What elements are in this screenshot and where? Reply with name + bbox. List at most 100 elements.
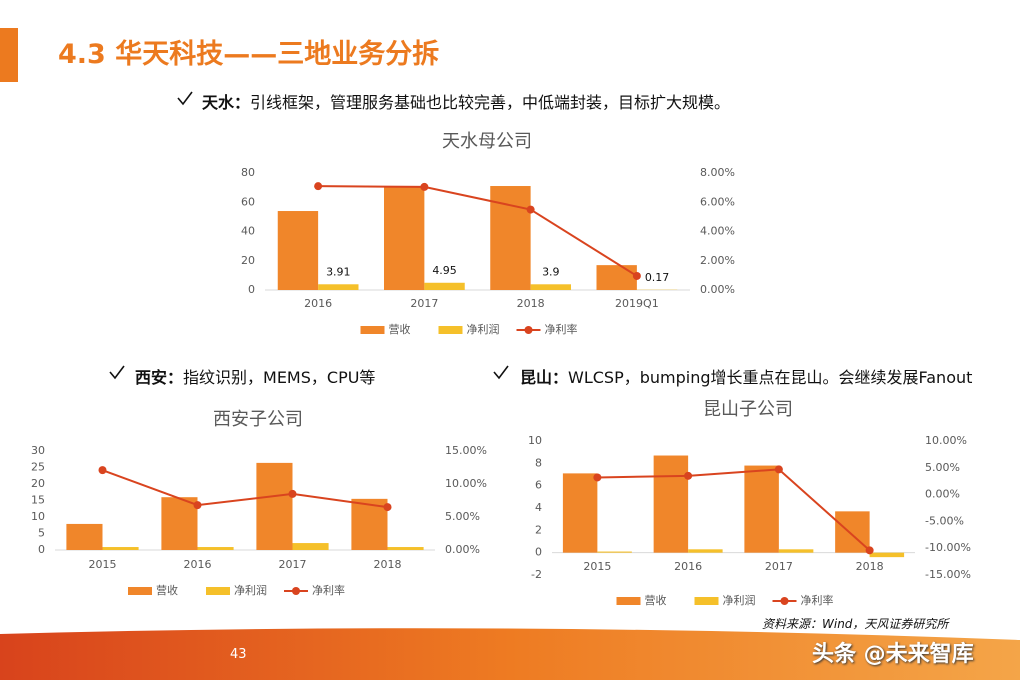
legend-swatch xyxy=(616,597,641,605)
bar xyxy=(351,498,388,550)
legend-swatch xyxy=(438,326,463,334)
bar xyxy=(744,465,779,553)
check-icon xyxy=(493,365,509,380)
bar xyxy=(688,549,723,553)
legend-swatch xyxy=(694,597,719,605)
check-icon xyxy=(177,91,193,106)
y2-tick-label: 8.00% xyxy=(700,166,735,179)
bullet-text: 指纹识别，MEMS，CPU等 xyxy=(183,368,376,387)
y2-tick-label: 10.00% xyxy=(445,477,487,490)
chart-title: 天水母公司 xyxy=(442,131,532,152)
x-tick-label: 2015 xyxy=(583,560,611,573)
line-marker xyxy=(593,473,602,482)
legend-label: 净利率 xyxy=(545,322,578,336)
title-accent xyxy=(0,28,18,82)
x-tick-label: 2016 xyxy=(184,558,212,571)
bar xyxy=(384,187,425,290)
bar xyxy=(778,549,814,553)
line-marker xyxy=(288,489,297,498)
source-note: 资料来源：Wind，天风证券研究所 xyxy=(762,617,949,631)
check-icon xyxy=(109,365,125,380)
x-tick-label: 2018 xyxy=(374,558,402,571)
line-marker xyxy=(684,471,693,480)
y2-tick-label: 15.00% xyxy=(445,444,487,457)
legend-label: 净利润 xyxy=(723,593,756,607)
line xyxy=(102,469,388,509)
bullet-text: WLCSP，bumping增长重点在昆山。会继续发展Fanout xyxy=(568,368,973,387)
bar xyxy=(530,284,571,290)
legend-swatch xyxy=(524,326,533,334)
line-marker xyxy=(774,465,783,474)
data-label: 4.95 xyxy=(432,264,457,277)
data-label: 0.17 xyxy=(645,271,670,284)
y2-tick-label: 4.00% xyxy=(700,225,735,238)
y-tick-label: 10 xyxy=(528,434,542,447)
legend-swatch xyxy=(206,587,230,595)
slide-title: 4.3 华天科技——三地业务分拆 xyxy=(58,39,440,70)
legend-label: 净利润 xyxy=(234,583,267,597)
y2-tick-label: 5.00% xyxy=(445,510,480,523)
y2-tick-label: 5.00% xyxy=(925,461,960,474)
y-tick-label: 0 xyxy=(535,546,542,559)
legend-swatch xyxy=(360,326,385,334)
y2-tick-label: 10.00% xyxy=(925,434,967,447)
y-tick-label: 25 xyxy=(31,461,45,474)
bullet-label: 西安： xyxy=(135,368,184,387)
x-tick-label: 2016 xyxy=(304,297,332,310)
footer-band xyxy=(0,628,1020,680)
bar xyxy=(597,551,632,553)
line xyxy=(318,185,638,277)
line-marker xyxy=(98,466,107,475)
y-tick-label: 30 xyxy=(31,444,45,457)
x-tick-label: 2017 xyxy=(410,297,438,310)
y-tick-label: 5 xyxy=(38,527,45,540)
bar xyxy=(197,547,234,550)
bullet-label: 天水： xyxy=(202,93,251,112)
x-tick-label: 2017 xyxy=(765,560,793,573)
x-tick-label: 2018 xyxy=(856,560,884,573)
y2-tick-label: 0.00% xyxy=(445,543,480,556)
data-label: 3.9 xyxy=(542,265,560,278)
y2-tick-label: 6.00% xyxy=(700,195,735,208)
x-tick-label: 2019Q1 xyxy=(615,297,659,310)
line-marker xyxy=(526,205,535,214)
y-tick-label: 8 xyxy=(535,456,542,469)
bullet-label: 昆山： xyxy=(520,368,569,387)
y-tick-label: 20 xyxy=(31,477,45,490)
bar xyxy=(387,547,424,550)
y-tick-label: 10 xyxy=(31,510,45,523)
bar xyxy=(161,497,198,550)
y-tick-label: -2 xyxy=(531,568,542,581)
legend-label: 净利率 xyxy=(801,593,834,607)
legend-label: 营收 xyxy=(389,322,411,336)
line-marker xyxy=(193,501,202,510)
bar xyxy=(869,552,905,558)
bar xyxy=(102,547,139,550)
bar xyxy=(277,211,319,290)
y-tick-label: 20 xyxy=(241,254,255,267)
y-tick-label: 0 xyxy=(248,283,255,296)
watermark: 头条 @未来智库 xyxy=(812,642,974,667)
line-marker xyxy=(865,546,874,555)
bullet-text: 引线框架，管理服务基础也比较完善，中低端封装，目标扩大规模。 xyxy=(250,93,731,112)
bar xyxy=(596,265,637,290)
legend-label: 净利率 xyxy=(312,583,345,597)
y-tick-label: 4 xyxy=(535,501,542,514)
y2-tick-label: 0.00% xyxy=(700,283,735,296)
legend-label: 营收 xyxy=(156,583,178,597)
data-label: 3.91 xyxy=(326,265,351,278)
bar xyxy=(424,282,465,290)
bar xyxy=(318,284,359,290)
chart-title: 昆山子公司 xyxy=(703,399,793,420)
bullet: 西安：指纹识别，MEMS，CPU等 xyxy=(135,364,375,388)
bar xyxy=(562,473,598,553)
x-tick-label: 2016 xyxy=(674,560,702,573)
y2-tick-label: 2.00% xyxy=(700,254,735,267)
line-marker xyxy=(314,182,323,191)
bar xyxy=(256,462,293,550)
y-tick-label: 15 xyxy=(31,494,45,507)
x-tick-label: 2018 xyxy=(517,297,545,310)
line-marker xyxy=(420,182,429,191)
